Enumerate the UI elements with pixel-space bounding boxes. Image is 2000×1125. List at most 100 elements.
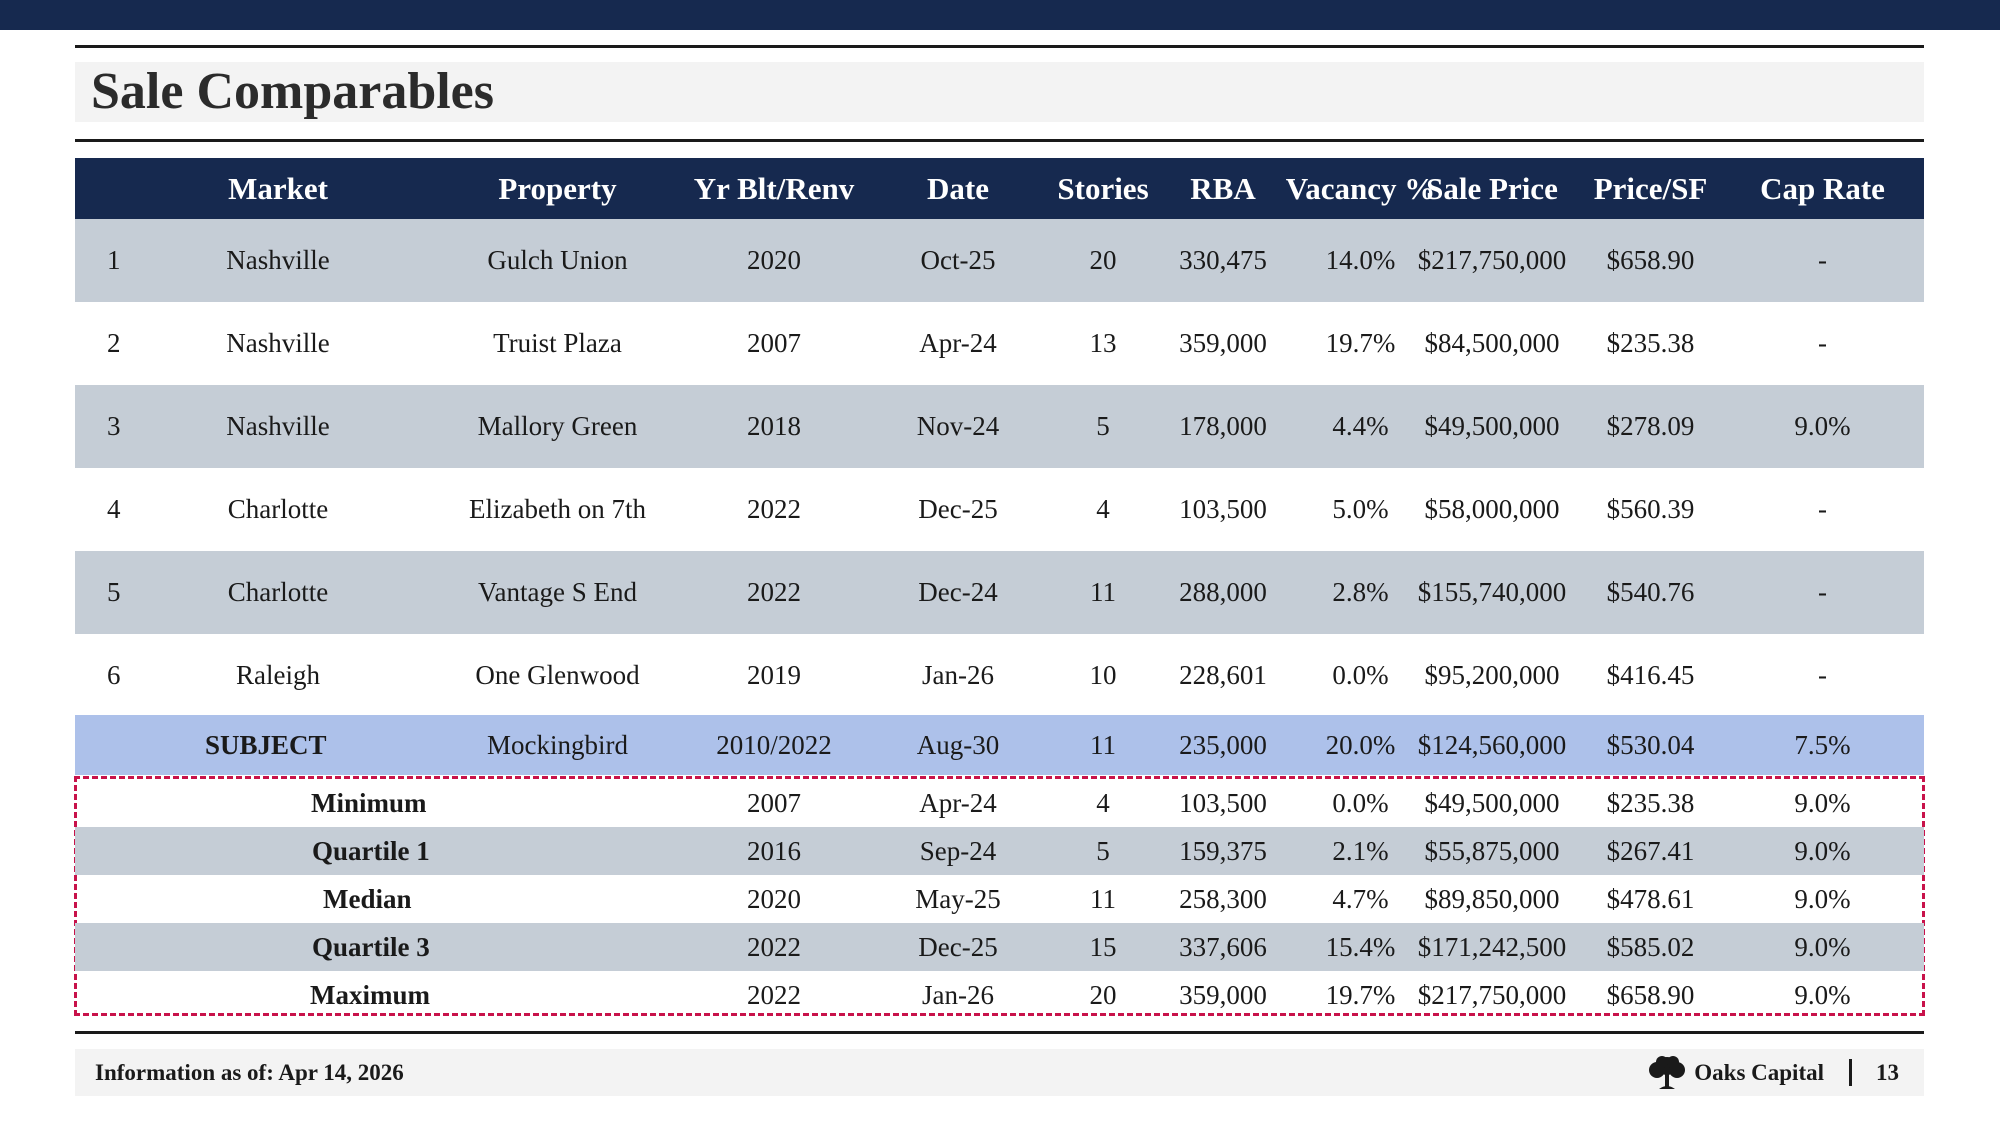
cell-property: Vantage S End xyxy=(478,577,637,607)
table-row: 6 Raleigh One Glenwood 2019 Jan-26 10 22… xyxy=(75,634,1924,717)
header-stories: Stories xyxy=(1057,170,1149,206)
table-row: 1 Nashville Gulch Union 2020 Oct-25 20 3… xyxy=(75,219,1924,302)
cell-rba: 178,000 xyxy=(1179,411,1267,441)
stat-cap-rate: 9.0% xyxy=(1794,787,1851,818)
cell-price-sf: $560.39 xyxy=(1606,494,1695,524)
stat-date: Jan-26 xyxy=(922,979,994,1010)
cell-rba: 288,000 xyxy=(1179,577,1267,607)
stat-rba: 337,606 xyxy=(1179,931,1267,962)
stat-price-sf: $658.90 xyxy=(1606,979,1695,1010)
cell-cap-rate: - xyxy=(1818,660,1827,690)
subject-property: Mockingbird xyxy=(487,729,628,760)
cell-stories: 4 xyxy=(1096,494,1110,524)
top-banner xyxy=(0,0,2000,30)
table-header: Market Property Yr Blt/Renv Date Stories… xyxy=(75,158,1924,219)
cell-price-sf: $658.90 xyxy=(1606,245,1695,275)
cell-property: One Glenwood xyxy=(475,660,640,690)
subject-date: Aug-30 xyxy=(916,729,1000,760)
oak-tree-icon xyxy=(1649,1055,1686,1089)
stat-vacancy: 0.0% xyxy=(1332,787,1389,818)
stat-spacer xyxy=(75,971,150,1019)
cell-vacancy: 0.0% xyxy=(1332,660,1389,690)
cell-vacancy: 2.8% xyxy=(1332,577,1389,607)
footer: Information as of: Apr 14, 2026 Oaks Cap… xyxy=(75,1049,1924,1096)
cell-cap-rate: - xyxy=(1818,328,1827,358)
stat-cap-rate: 9.0% xyxy=(1794,883,1851,914)
cell-sale-price: $84,500,000 xyxy=(1424,328,1560,358)
stat-vacancy: 4.7% xyxy=(1332,883,1389,914)
cell-yr-built: 2022 xyxy=(747,494,801,524)
cell-date: Dec-24 xyxy=(918,577,998,607)
stat-stories: 4 xyxy=(1096,787,1110,818)
summary-stats-box: Minimum 2007 Apr-24 4 103,500 0.0% $49,5… xyxy=(74,776,1925,1016)
stat-row: Minimum 2007 Apr-24 4 103,500 0.0% $49,5… xyxy=(75,779,1924,827)
table-row: 5 Charlotte Vantage S End 2022 Dec-24 11… xyxy=(75,551,1924,634)
header-vacancy: Vacancy % xyxy=(1285,170,1436,206)
header-price-sf: Price/SF xyxy=(1593,170,1708,206)
stat-price-sf: $267.41 xyxy=(1606,835,1695,866)
stat-yr-built: 2020 xyxy=(747,883,801,914)
cell-market: Nashville xyxy=(226,245,330,275)
cell-date: Nov-24 xyxy=(916,411,1000,441)
stat-yr-built: 2022 xyxy=(747,979,801,1010)
stat-label: Median xyxy=(323,883,412,914)
brand: Oaks Capital xyxy=(1646,1049,1824,1096)
subject-spacer xyxy=(75,715,150,775)
cell-rba: 228,601 xyxy=(1179,660,1267,690)
cell-stories: 11 xyxy=(1090,577,1116,607)
cell-vacancy: 14.0% xyxy=(1325,245,1396,275)
footer-separator xyxy=(1849,1059,1852,1086)
stat-stories: 5 xyxy=(1096,835,1110,866)
cell-cap-rate: - xyxy=(1818,245,1827,275)
stat-label: Quartile 3 xyxy=(312,931,430,962)
subject-stories: 11 xyxy=(1090,729,1116,760)
cell-price-sf: $278.09 xyxy=(1606,411,1695,441)
stat-date: Apr-24 xyxy=(919,787,997,818)
cell-date: Jan-26 xyxy=(922,660,994,690)
cell-market: Nashville xyxy=(226,328,330,358)
cell-property: Mallory Green xyxy=(477,411,638,441)
cell-sale-price: $95,200,000 xyxy=(1424,660,1560,690)
subject-row: SUBJECT Mockingbird 2010/2022 Aug-30 11 … xyxy=(75,715,1924,775)
stat-date: May-25 xyxy=(915,883,1001,914)
cell-yr-built: 2007 xyxy=(747,328,801,358)
cell-property: Elizabeth on 7th xyxy=(469,494,646,524)
stat-row: Maximum 2022 Jan-26 20 359,000 19.7% $21… xyxy=(75,971,1924,1019)
stat-yr-built: 2007 xyxy=(747,787,801,818)
cell-date: Dec-25 xyxy=(918,494,998,524)
cell-date: Apr-24 xyxy=(919,328,997,358)
cell-stories: 10 xyxy=(1089,660,1117,690)
divider-top xyxy=(75,45,1924,48)
stat-spacer xyxy=(75,779,150,827)
stat-vacancy: 2.1% xyxy=(1332,835,1389,866)
subject-yr-built: 2010/2022 xyxy=(716,729,832,760)
header-cell-num xyxy=(75,158,150,219)
stat-stories: 15 xyxy=(1089,931,1117,962)
cell-yr-built: 2018 xyxy=(747,411,801,441)
header-date: Date xyxy=(927,170,989,206)
cell-vacancy: 5.0% xyxy=(1332,494,1389,524)
stat-vacancy: 19.7% xyxy=(1325,979,1396,1010)
subject-price-sf: $530.04 xyxy=(1606,729,1695,760)
stat-rba: 258,300 xyxy=(1179,883,1267,914)
divider-bottom xyxy=(75,1031,1924,1034)
stat-yr-built: 2016 xyxy=(747,835,801,866)
stat-stories: 20 xyxy=(1089,979,1117,1010)
cell-property: Truist Plaza xyxy=(493,328,622,358)
title-band: Sale Comparables xyxy=(75,62,1924,122)
cell-market: Nashville xyxy=(226,411,330,441)
cell-price-sf: $416.45 xyxy=(1606,660,1695,690)
page-title: Sale Comparables xyxy=(91,63,494,120)
cell-sale-price: $217,750,000 xyxy=(1417,245,1567,275)
row-number: 2 xyxy=(107,328,121,358)
cell-market: Charlotte xyxy=(227,577,329,607)
table-row: 4 Charlotte Elizabeth on 7th 2022 Dec-25… xyxy=(75,468,1924,551)
cell-stories: 5 xyxy=(1096,411,1110,441)
cell-stories: 20 xyxy=(1089,245,1117,275)
cell-cap-rate: - xyxy=(1818,494,1827,524)
cell-sale-price: $58,000,000 xyxy=(1424,494,1560,524)
cell-market: Raleigh xyxy=(236,660,320,690)
stat-label: Minimum xyxy=(311,787,427,818)
cell-rba: 103,500 xyxy=(1179,494,1267,524)
row-number: 6 xyxy=(107,660,121,690)
